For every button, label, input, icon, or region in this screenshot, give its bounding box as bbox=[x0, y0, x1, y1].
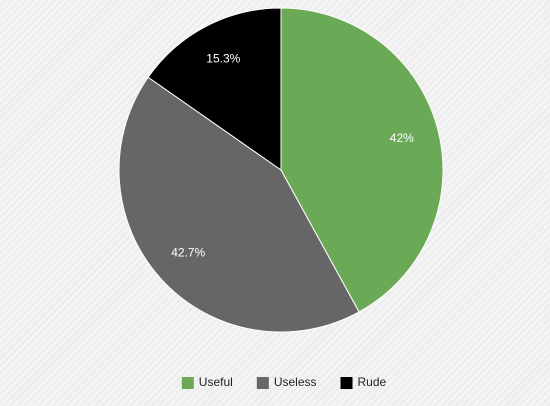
legend-label: Rude bbox=[358, 375, 387, 389]
legend-label: Useful bbox=[199, 375, 233, 389]
pie-slice bbox=[118, 76, 360, 333]
legend-swatch bbox=[181, 377, 194, 389]
data-label: 42.7% bbox=[171, 246, 205, 260]
data-label: 42% bbox=[390, 131, 414, 145]
legend-swatch bbox=[340, 377, 353, 389]
legend-label: Useless bbox=[274, 375, 317, 389]
legend: Useful Useless Rude bbox=[181, 375, 387, 389]
pie-slice bbox=[280, 7, 444, 313]
data-label: 15.3% bbox=[206, 52, 240, 66]
legend-swatch bbox=[256, 377, 269, 389]
pie-slice bbox=[147, 7, 282, 171]
